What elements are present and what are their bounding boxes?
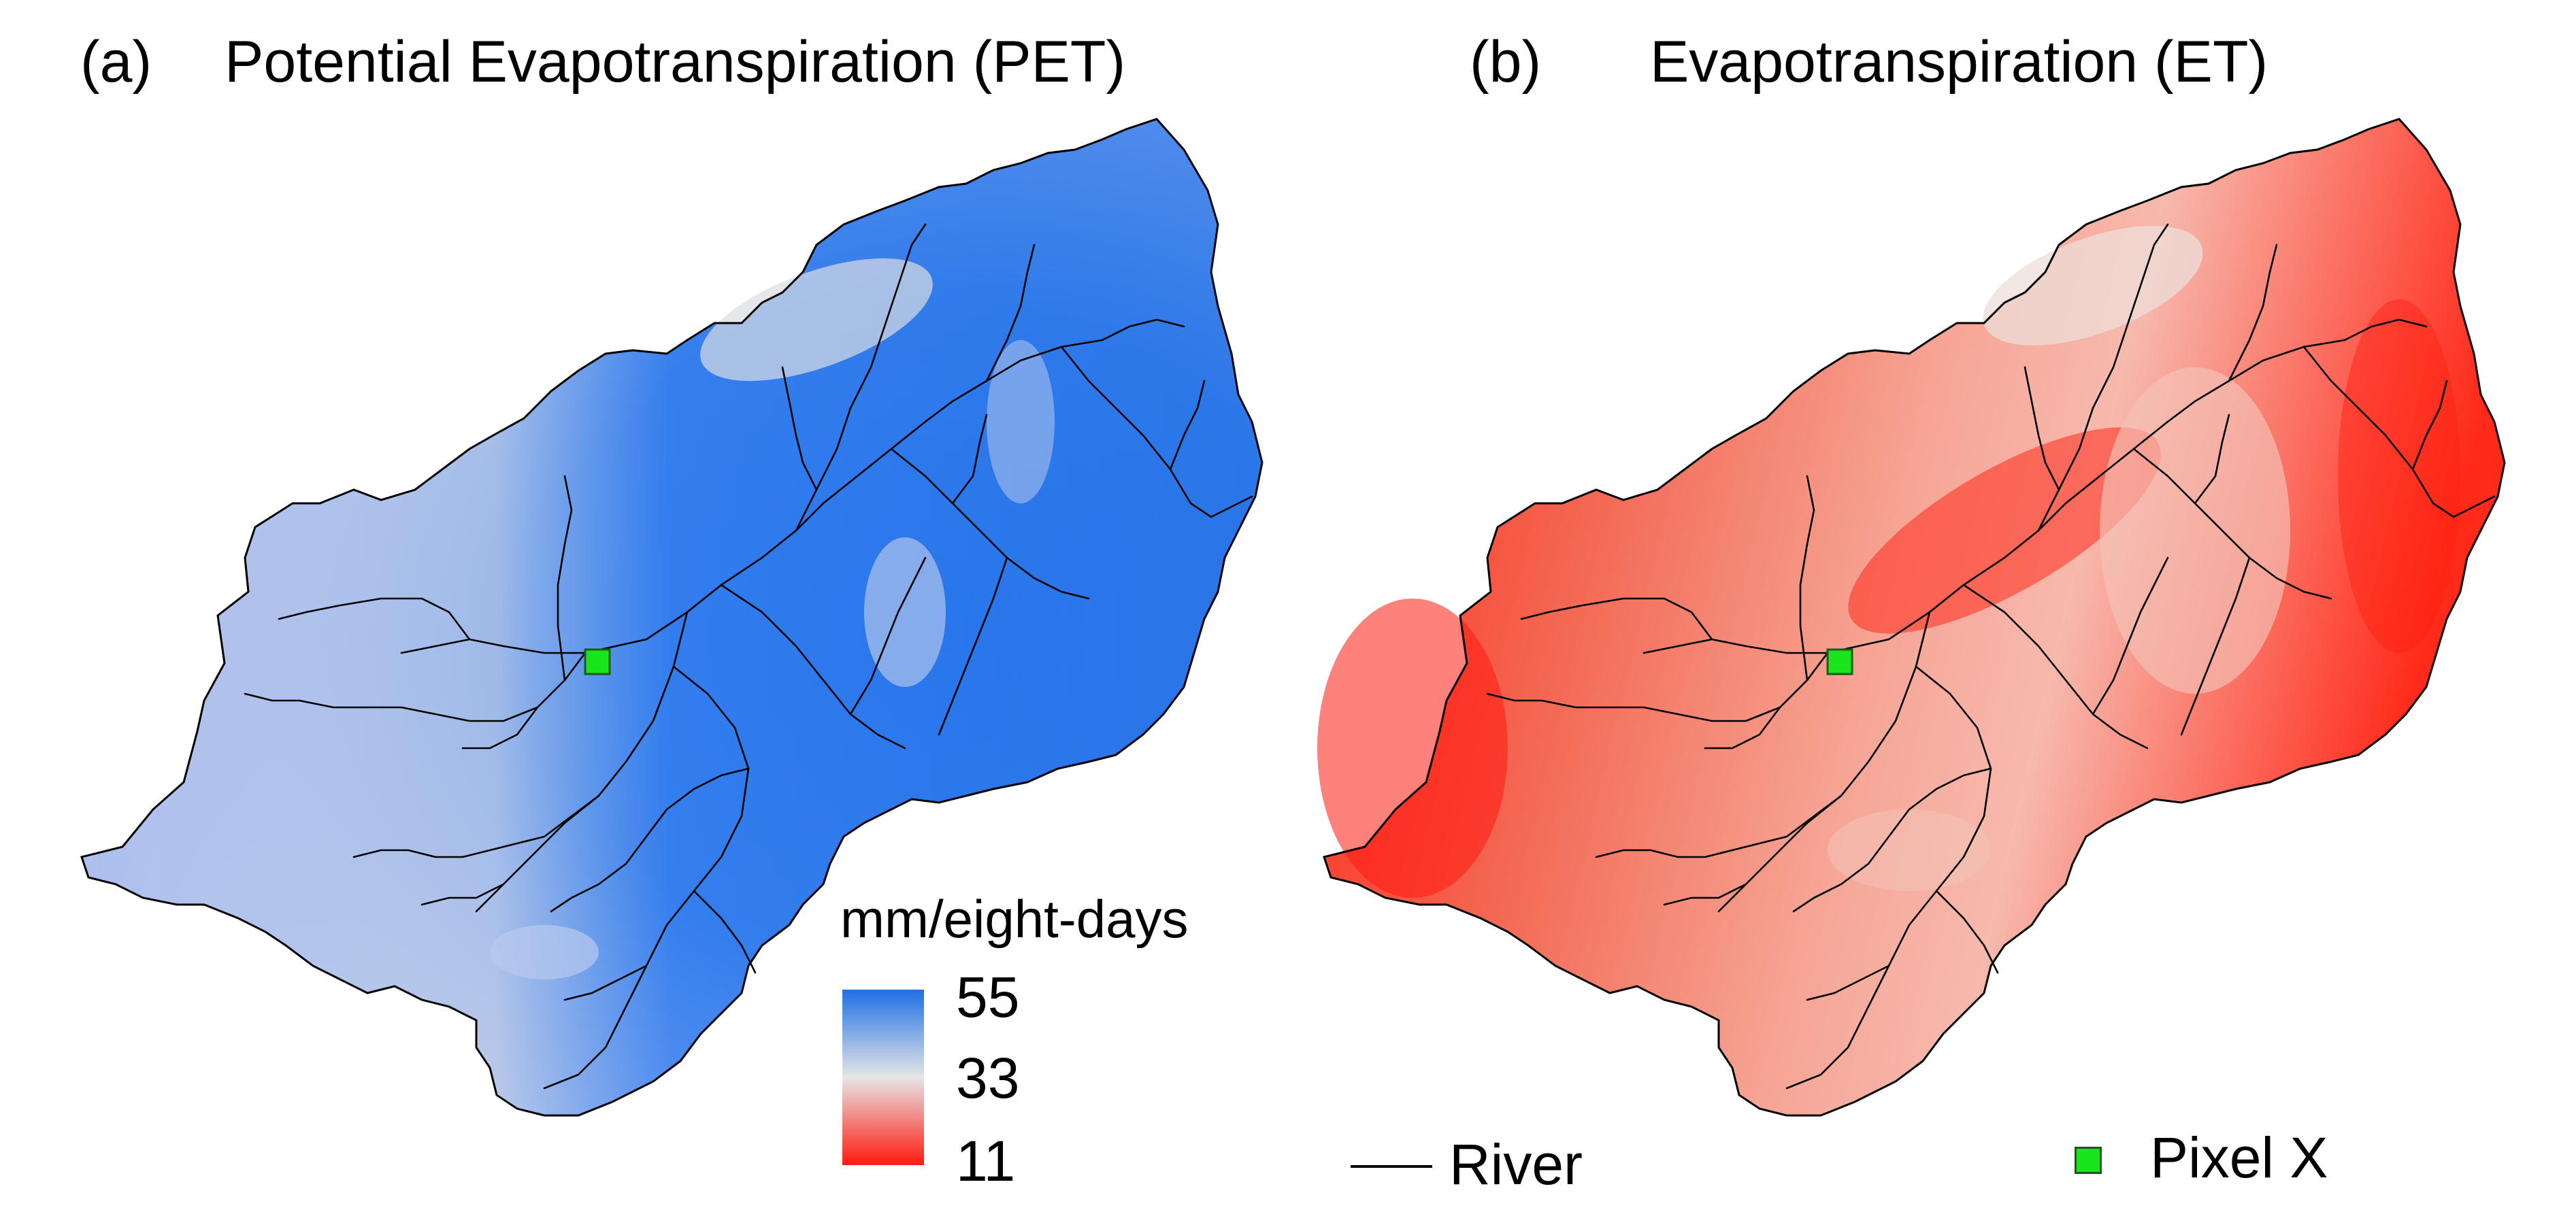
panel-b-label: (b): [1470, 29, 1542, 95]
legend-unit-label: mm/eight-days: [840, 889, 1189, 949]
legend-colorbar: [842, 990, 924, 1165]
panel-b-title: Evapotranspiration (ET): [1650, 29, 2268, 95]
pixel-x-key-label: Pixel X: [2150, 1126, 2328, 1190]
panel-a-label: (a): [80, 29, 152, 95]
panel-a-title: Potential Evapotranspiration (PET): [225, 29, 1126, 95]
river-line-icon: [1351, 1165, 1432, 1168]
et-map: [1317, 118, 2506, 1117]
legend-mid-label: 33: [956, 1046, 1020, 1110]
et-pixel-x-marker: [1826, 648, 1853, 675]
legend-min-label: 11: [956, 1129, 1016, 1193]
river-key-label: River: [1449, 1132, 1583, 1196]
pet-map: [80, 118, 1264, 1117]
legend-max-label: 55: [956, 965, 1020, 1029]
pet-pixel-x-marker: [584, 648, 611, 675]
pixel-x-square-icon: [2075, 1147, 2102, 1174]
